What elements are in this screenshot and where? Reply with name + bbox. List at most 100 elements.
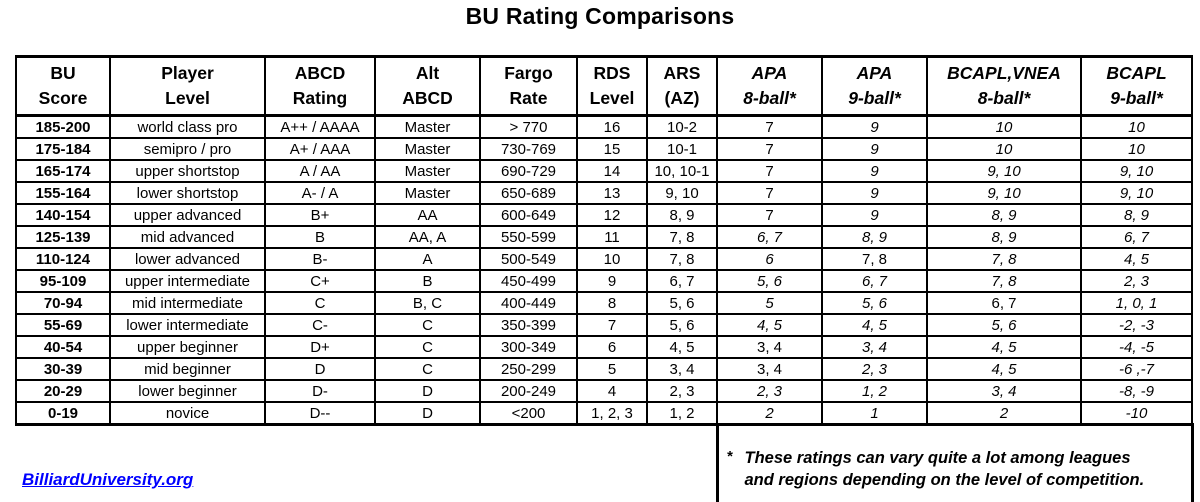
cell-apa-9ball: 1 (821, 401, 928, 426)
cell-bu-score: 40-54 (15, 335, 111, 359)
cell-rds-level: 6 (576, 335, 648, 359)
cell-apa-8ball: 6 (716, 247, 823, 271)
cell-player-level: semipro / pro (109, 137, 266, 161)
cell-player-level: lower shortstop (109, 181, 266, 205)
cell-apa-8ball: 7 (716, 114, 823, 139)
cell-rds-level: 11 (576, 225, 648, 249)
cell-fargo-rate: 730-769 (479, 137, 578, 161)
cell-bcapl-9ball: -4, -5 (1080, 335, 1193, 359)
cell-abcd-rating: A- / A (264, 181, 376, 205)
cell-bcapl-vnea-8ball: 4, 5 (926, 357, 1082, 381)
column-header-bcapl-vnea-8ball: BCAPL,VNEA 8-ball* (926, 55, 1082, 117)
cell-ars-az: 10-1 (646, 137, 718, 161)
column-header-abcd-rating: ABCD Rating (264, 55, 376, 117)
cell-bcapl-vnea-8ball: 10 (926, 137, 1082, 161)
cell-abcd-rating: C (264, 291, 376, 315)
column-header-bu-score: BU Score (15, 55, 111, 117)
table-row: 125-139 mid advanced B AA, A 550-599 11 … (15, 225, 1193, 249)
cell-apa-8ball: 6, 7 (716, 225, 823, 249)
cell-ars-az: 5, 6 (646, 291, 718, 315)
cell-bcapl-vnea-8ball: 6, 7 (926, 291, 1082, 315)
cell-apa-8ball: 3, 4 (716, 357, 823, 381)
cell-fargo-rate: 550-599 (479, 225, 578, 249)
cell-player-level: mid intermediate (109, 291, 266, 315)
header-row: BU Score Player Level ABCD Rating Alt AB… (15, 55, 1193, 117)
cell-rds-level: 10 (576, 247, 648, 271)
cell-bu-score: 155-164 (15, 181, 111, 205)
footnote: * These ratings can vary quite a lot amo… (727, 447, 1183, 492)
cell-fargo-rate: > 770 (479, 114, 578, 139)
column-header-apa-9ball: APA 9-ball* (821, 55, 928, 117)
cell-bcapl-vnea-8ball: 7, 8 (926, 247, 1082, 271)
cell-rds-level: 4 (576, 379, 648, 403)
cell-apa-9ball: 9 (821, 159, 928, 183)
cell-ars-az: 1, 2 (646, 401, 718, 426)
page-title: BU Rating Comparisons (465, 3, 735, 29)
column-header-apa-8ball: APA 8-ball* (716, 55, 823, 117)
billiard-university-link[interactable]: BilliardUniversity.org (22, 470, 194, 489)
cell-bu-score: 55-69 (15, 313, 111, 337)
cell-apa-9ball: 1, 2 (821, 379, 928, 403)
cell-alt-abcd: AA, A (374, 225, 481, 249)
cell-bcapl-vnea-8ball: 7, 8 (926, 269, 1082, 293)
cell-apa-8ball: 5, 6 (716, 269, 823, 293)
cell-apa-9ball: 8, 9 (821, 225, 928, 249)
cell-ars-az: 10-2 (646, 114, 718, 139)
cell-alt-abcd: AA (374, 203, 481, 227)
cell-bcapl-vnea-8ball: 8, 9 (926, 225, 1082, 249)
cell-ars-az: 2, 3 (646, 379, 718, 403)
cell-player-level: novice (109, 401, 266, 426)
cell-alt-abcd: Master (374, 181, 481, 205)
cell-fargo-rate: 200-249 (479, 379, 578, 403)
cell-fargo-rate: 600-649 (479, 203, 578, 227)
table-row: 20-29 lower beginner D- D 200-249 4 2, 3… (15, 379, 1193, 403)
footnote-cell: * These ratings can vary quite a lot amo… (715, 423, 1194, 502)
cell-bcapl-vnea-8ball: 9, 10 (926, 181, 1082, 205)
cell-bu-score: 20-29 (15, 379, 111, 403)
cell-abcd-rating: A / AA (264, 159, 376, 183)
cell-apa-9ball: 3, 4 (821, 335, 928, 359)
cell-player-level: world class pro (109, 114, 266, 139)
cell-apa-9ball: 9 (821, 114, 928, 139)
cell-rds-level: 8 (576, 291, 648, 315)
cell-abcd-rating: B (264, 225, 376, 249)
cell-apa-9ball: 9 (821, 203, 928, 227)
cell-alt-abcd: D (374, 401, 481, 426)
cell-bcapl-9ball: 8, 9 (1080, 203, 1193, 227)
cell-apa-8ball: 7 (716, 137, 823, 161)
cell-alt-abcd: Master (374, 114, 481, 139)
cell-apa-9ball: 2, 3 (821, 357, 928, 381)
cell-bcapl-vnea-8ball: 9, 10 (926, 159, 1082, 183)
table-row: 40-54 upper beginner D+ C 300-349 6 4, 5… (15, 335, 1193, 359)
cell-bcapl-9ball: 6, 7 (1080, 225, 1193, 249)
cell-player-level: lower intermediate (109, 313, 266, 337)
cell-abcd-rating: B- (264, 247, 376, 271)
table-row: 185-200 world class pro A++ / AAAA Maste… (15, 114, 1193, 139)
cell-abcd-rating: D (264, 357, 376, 381)
cell-apa-9ball: 9 (821, 137, 928, 161)
cell-alt-abcd: D (374, 379, 481, 403)
table-row: 165-174 upper shortstop A / AA Master 69… (15, 159, 1193, 183)
cell-ars-az: 4, 5 (646, 335, 718, 359)
cell-fargo-rate: 350-399 (479, 313, 578, 337)
table-row: 0-19 novice D-- D <200 1, 2, 3 1, 2 2 1 … (15, 401, 1193, 426)
cell-bu-score: 125-139 (15, 225, 111, 249)
table-row: 70-94 mid intermediate C B, C 400-449 8 … (15, 291, 1193, 315)
cell-rds-level: 1, 2, 3 (576, 401, 648, 426)
table-row: 30-39 mid beginner D C 250-299 5 3, 4 3,… (15, 357, 1193, 381)
column-header-player-level: Player Level (109, 55, 266, 117)
cell-bu-score: 175-184 (15, 137, 111, 161)
cell-player-level: upper beginner (109, 335, 266, 359)
cell-bcapl-vnea-8ball: 4, 5 (926, 335, 1082, 359)
cell-alt-abcd: Master (374, 159, 481, 183)
cell-apa-8ball: 7 (716, 159, 823, 183)
cell-ars-az: 7, 8 (646, 247, 718, 271)
footnote-marker: * (726, 447, 733, 465)
cell-bu-score: 95-109 (15, 269, 111, 293)
cell-player-level: upper advanced (109, 203, 266, 227)
cell-ars-az: 9, 10 (646, 181, 718, 205)
cell-bu-score: 0-19 (15, 401, 111, 426)
footnote-text: These ratings can vary quite a lot among… (745, 447, 1145, 492)
cell-apa-8ball: 2 (716, 401, 823, 426)
cell-apa-8ball: 5 (716, 291, 823, 315)
